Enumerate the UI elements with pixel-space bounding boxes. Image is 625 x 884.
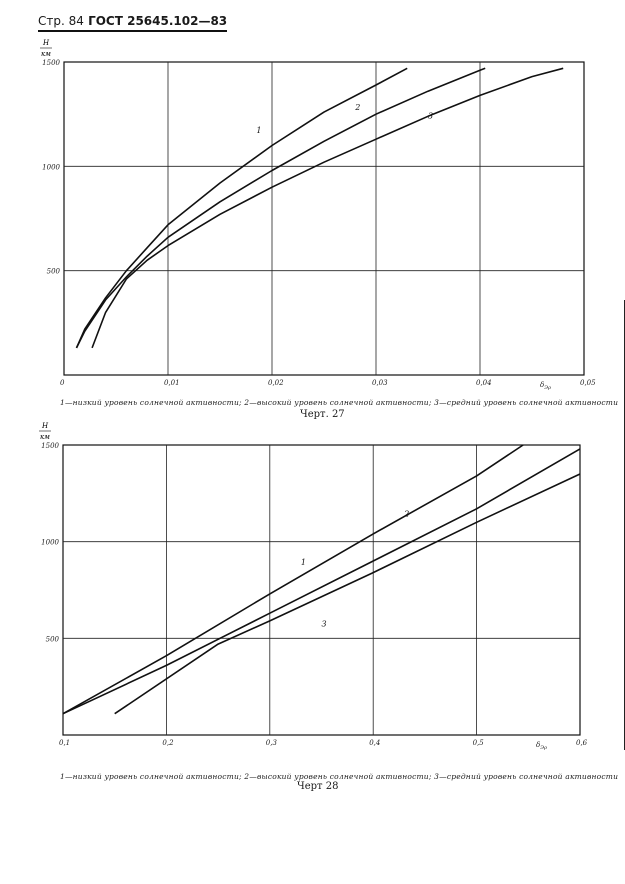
x-tick-label: 0,03 xyxy=(372,379,388,387)
plot-frame xyxy=(63,61,585,376)
x-tick-label: 0,02 xyxy=(268,379,284,387)
chart-figure-28: 0,1 0,2 0,3 0,4 0,5 0,6 500 1000 1500 Hкм δЭρ 1 2 3 xyxy=(39,422,588,751)
series-3-line xyxy=(114,473,581,715)
x-tick-label: 0,2 xyxy=(162,739,174,747)
y-axis-label: H xyxy=(42,39,50,47)
x-tick-label: 0,6 xyxy=(576,739,588,747)
standard-designation: ГОСТ 25645.102—83 xyxy=(88,14,228,28)
y-axis-unit: км xyxy=(40,433,50,441)
y-tick-label: 500 xyxy=(47,268,61,276)
x-tick-label: 0,4 xyxy=(369,739,380,747)
y-tick-label: 1500 xyxy=(42,59,60,67)
x-tick-label: 0 xyxy=(60,379,65,387)
series-3-label: 3 xyxy=(322,620,327,629)
x-tick-label: 0,1 xyxy=(59,739,70,747)
chart-figure-27: 0 0,01 0,02 0,03 0,04 0,05 500 1000 1500 Hкм δЭρ 1 2… xyxy=(40,39,596,391)
x-axis-label: δЭρ xyxy=(536,741,547,751)
series-2-line xyxy=(75,67,486,349)
y-tick-label: 1500 xyxy=(41,442,59,450)
x-tick-label: 0,04 xyxy=(476,379,492,387)
series-2-line xyxy=(62,448,581,715)
plot-area: 0 0,01 0,02 0,03 0,04 0,05 500 1000 1500 Hкм δЭρ 1 2… xyxy=(40,39,596,391)
series-1-line xyxy=(62,444,524,715)
x-axis-label-subscript: Эρ xyxy=(540,745,547,751)
plot-area: 0,1 0,2 0,3 0,4 0,5 0,6 500 1000 1500 Hкм δЭρ 1 2 3 xyxy=(39,422,588,751)
x-axis-label: δЭρ xyxy=(540,381,551,391)
figure-27-title: Черт. 27 xyxy=(300,409,345,420)
figure-28-title: Черт 28 xyxy=(297,781,339,792)
plot-frame xyxy=(62,444,581,736)
y-axis-unit: км xyxy=(41,50,51,58)
y-tick-label: 500 xyxy=(46,635,60,643)
x-tick-label: 0,01 xyxy=(164,379,180,387)
x-tick-label: 0,05 xyxy=(580,379,596,387)
series-1-label: 1 xyxy=(301,558,306,567)
figure-27-caption: 1—низкий уровень солнечной активности; 2… xyxy=(60,398,619,407)
series-3-line xyxy=(91,67,564,349)
series-3-label: 3 xyxy=(428,111,433,120)
series-1-line xyxy=(75,67,408,349)
y-tick-label: 1000 xyxy=(42,163,60,171)
series-1-label: 1 xyxy=(256,126,261,135)
page-header: Стр. 84 ГОСТ 25645.102—83 xyxy=(38,14,228,32)
x-tick-label: 0,3 xyxy=(266,739,278,747)
y-tick-label: 1000 xyxy=(41,539,59,547)
series-2-label: 2 xyxy=(403,510,409,519)
x-tick-label: 0,5 xyxy=(473,739,485,747)
figure-28-caption: 1—низкий уровень солнечной активности; 2… xyxy=(60,772,619,781)
y-axis-label: H xyxy=(41,422,49,430)
page-number: Стр. 84 xyxy=(38,14,84,28)
series-2-label: 2 xyxy=(354,103,360,112)
x-axis-label-subscript: Эρ xyxy=(544,385,551,391)
